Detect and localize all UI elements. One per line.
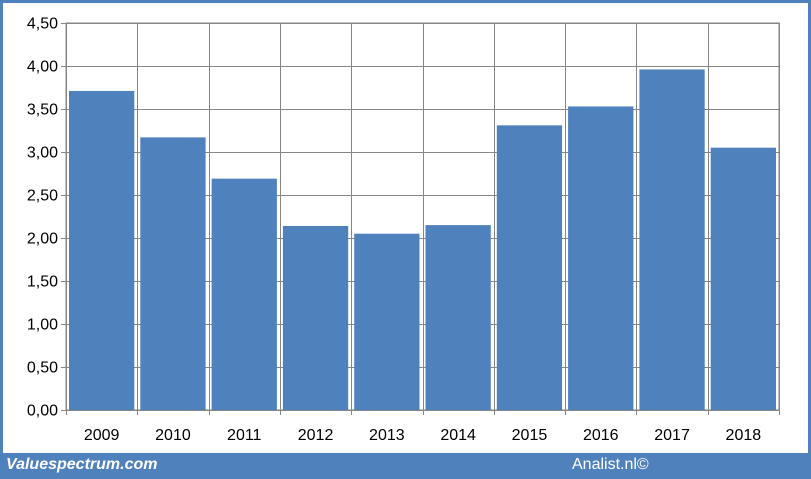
- x-tick-label: 2012: [298, 427, 334, 444]
- x-tick-label: 2017: [654, 427, 690, 444]
- x-axis-labels: 2009 2010 2011 2012 2013 2014 2015 2016 2017 2018: [84, 427, 761, 444]
- x-tick-label: 2015: [512, 427, 548, 444]
- y-tick-label: 3,50: [27, 102, 58, 119]
- bar-2018: [710, 147, 776, 410]
- analist-credit: Analist.nl©: [572, 456, 649, 473]
- y-tick-label: 4,00: [27, 59, 58, 76]
- y-tick-label: 1,00: [27, 317, 58, 334]
- bar-2016: [568, 106, 634, 411]
- bar-2013: [354, 233, 420, 410]
- bar-2009: [69, 90, 135, 410]
- x-tick-label: 2013: [369, 427, 405, 444]
- y-tick-label: 1,50: [27, 274, 58, 291]
- y-tick-label: 4,50: [27, 16, 58, 33]
- x-tick-label: 2011: [227, 427, 262, 444]
- chart-axes: [66, 23, 779, 411]
- bar-2015: [496, 125, 563, 410]
- y-tick-label: 0,00: [27, 403, 58, 420]
- y-tick-label: 2,50: [27, 188, 58, 205]
- chart-bars: [69, 69, 776, 411]
- bar-2014: [425, 225, 491, 410]
- y-tick-label: 2,00: [27, 231, 58, 248]
- footer-bar: Valuespectrum.com Analist.nl©: [0, 453, 811, 479]
- x-tick-label: 2010: [155, 427, 191, 444]
- y-tick-label: 3,00: [27, 145, 58, 162]
- y-tick-label: 0,50: [27, 360, 58, 377]
- bar-2012: [282, 225, 349, 410]
- x-tick-label: 2014: [440, 427, 476, 444]
- valuespectrum-credit: Valuespectrum.com: [6, 456, 158, 473]
- x-tick-label: 2009: [84, 427, 120, 444]
- y-axis-labels: 0,00 0,50 1,00 1,50 2,00 2,50 3,00 3,50 4,00 4,50: [27, 16, 58, 420]
- x-tick-label: 2018: [726, 427, 762, 444]
- bar-2011: [211, 178, 277, 410]
- bar-2017: [639, 69, 705, 410]
- x-tick-label: 2016: [583, 427, 619, 444]
- bar-2010: [140, 137, 206, 410]
